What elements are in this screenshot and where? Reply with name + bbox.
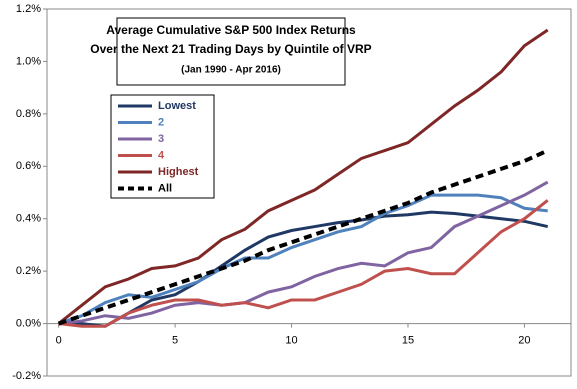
legend-label: 4 xyxy=(158,149,165,161)
x-tick-label: 0 xyxy=(56,334,62,346)
legend-label: 3 xyxy=(158,133,164,145)
series-line xyxy=(58,148,549,326)
series-line xyxy=(58,199,549,328)
y-tick-label: -0.2% xyxy=(12,370,41,382)
y-tick-label: 0.2% xyxy=(16,265,41,277)
legend-label: Lowest xyxy=(158,100,196,112)
x-tick-label: 15 xyxy=(402,334,414,346)
chart-subtitle: (Jan 1990 - Apr 2016) xyxy=(181,65,281,76)
chart-title: Over the Next 21 Trading Days by Quintil… xyxy=(90,42,371,56)
x-tick-label: 20 xyxy=(518,334,530,346)
series-line xyxy=(58,180,549,326)
series-line xyxy=(57,28,549,325)
x-tick-label: 10 xyxy=(285,334,297,346)
x-tick-label: 5 xyxy=(172,334,178,346)
legend-label: Highest xyxy=(158,166,199,178)
legend-label: All xyxy=(158,182,172,194)
legend-label: 2 xyxy=(158,116,164,128)
y-tick-label: 0.0% xyxy=(16,317,41,329)
y-tick-label: 0.4% xyxy=(16,213,41,225)
series-line xyxy=(58,193,548,325)
series-line xyxy=(58,210,549,328)
chart-title: Average Cumulative S&P 500 Index Returns xyxy=(106,23,356,37)
legend-box xyxy=(110,94,215,199)
y-tick-label: 0.8% xyxy=(16,108,41,120)
y-tick-label: 0.6% xyxy=(16,160,41,172)
title-box xyxy=(116,17,346,86)
y-tick-label: 1.2% xyxy=(16,3,41,15)
y-tick-label: 1.0% xyxy=(16,55,41,67)
